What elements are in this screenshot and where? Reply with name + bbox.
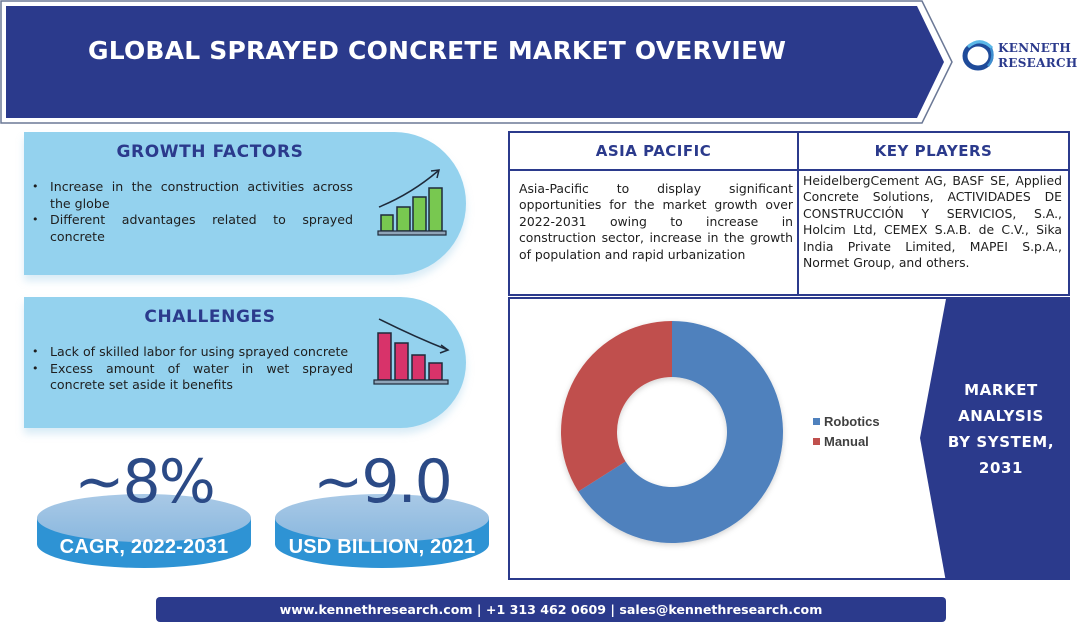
- growth-factors-list: Increase in the construction activities …: [30, 179, 353, 245]
- falling-bar-chart-icon: [373, 318, 450, 385]
- asia-pacific-text: Asia-Pacific to display significant oppo…: [519, 181, 793, 262]
- legend-item-robotics: Robotics: [813, 411, 880, 431]
- legend-swatch-manual: [813, 437, 820, 445]
- legend-label: Manual: [824, 433, 869, 449]
- cagr-value: ~8%: [74, 447, 215, 517]
- challenges-title: CHALLENGES: [144, 307, 276, 327]
- logo-line-2: RESEARCH: [998, 56, 1078, 70]
- website-link[interactable]: www.kennethresearch.com: [279, 602, 473, 617]
- legend-label: Robotics: [824, 413, 880, 429]
- cagr-stat: ~8% CAGR, 2022-2031: [34, 448, 254, 578]
- legend-item-manual: Manual: [813, 431, 880, 451]
- asia-pacific-title: ASIA PACIFIC: [510, 133, 797, 171]
- challenges-card: CHALLENGES Lack of skilled labor for usi…: [24, 297, 466, 428]
- list-item: Excess amount of water in wet sprayed co…: [30, 361, 353, 394]
- asia-pacific-column: ASIA PACIFIC Asia-Pacific to display sig…: [510, 133, 799, 294]
- logo-line-1: KENNETH: [998, 41, 1072, 55]
- rising-bar-chart-icon: [377, 169, 447, 236]
- market-analysis-chart-panel: Robotics Manual MARKET ANALYSIS BY SYSTE…: [508, 297, 1070, 580]
- kenneth-research-logo: KENNETH RESEARCH: [962, 38, 1080, 74]
- list-item: Different advantages related to sprayed …: [30, 212, 353, 245]
- phone-number[interactable]: +1 313 462 0609: [485, 602, 607, 617]
- key-players-column: KEY PLAYERS HeidelbergCement AG, BASF SE…: [799, 133, 1068, 294]
- email-link[interactable]: sales@kennethresearch.com: [619, 602, 823, 617]
- contact-footer: www.kennethresearch.com | +1 313 462 060…: [156, 597, 946, 622]
- key-players-text: HeidelbergCement AG, BASF SE, Applied Co…: [803, 173, 1062, 271]
- ring-swoosh-logo-icon: [962, 40, 994, 71]
- regional-and-players-table: ASIA PACIFIC Asia-Pacific to display sig…: [508, 131, 1070, 296]
- legend-swatch-robotics: [813, 417, 820, 425]
- market-size-stat: ~9.0 USD BILLION, 2021: [272, 448, 492, 578]
- market-size-label: USD BILLION, 2021: [288, 536, 476, 558]
- market-analysis-arrow-shape: [920, 299, 1068, 578]
- separator: |: [606, 602, 620, 617]
- cagr-label: CAGR, 2022-2031: [59, 536, 229, 558]
- challenges-list: Lack of skilled labor for using sprayed …: [30, 344, 353, 394]
- chart-legend: Robotics Manual: [813, 411, 880, 451]
- donut-chart: [561, 299, 1068, 578]
- pedestal-shape: [37, 494, 251, 568]
- donut-slice-robotics: [578, 321, 783, 543]
- separator: |: [472, 602, 486, 617]
- logo-text: KENNETH RESEARCH: [998, 41, 1078, 71]
- list-item: Increase in the construction activities …: [30, 179, 353, 212]
- market-size-value: ~9.0: [313, 447, 453, 517]
- growth-factors-title: GROWTH FACTORS: [116, 142, 304, 162]
- donut-slice-manual: [561, 321, 672, 492]
- key-players-title: KEY PLAYERS: [799, 133, 1068, 171]
- market-analysis-label: MARKET ANALYSIS BY SYSTEM, 2031: [947, 381, 1055, 477]
- header-banner: GLOBAL SPRAYED CONCRETE MARKET OVERVIEW: [0, 0, 954, 124]
- list-item: Lack of skilled labor for using sprayed …: [30, 344, 353, 361]
- page-title: GLOBAL SPRAYED CONCRETE MARKET OVERVIEW: [88, 36, 787, 65]
- growth-factors-card: GROWTH FACTORS Increase in the construct…: [24, 132, 466, 275]
- pedestal-shape: [275, 494, 489, 568]
- banner-arrow-shape: [0, 0, 953, 124]
